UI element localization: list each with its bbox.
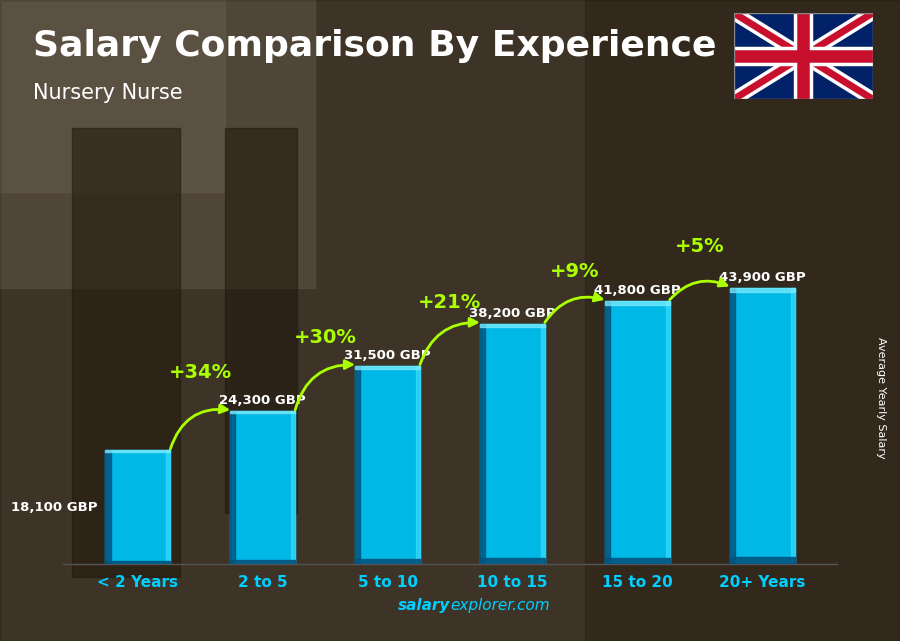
Text: Salary Comparison By Experience: Salary Comparison By Experience bbox=[33, 29, 716, 63]
Bar bbox=[230, 411, 236, 564]
Bar bbox=[605, 301, 670, 305]
Text: 43,900 GBP: 43,900 GBP bbox=[719, 271, 806, 284]
FancyArrowPatch shape bbox=[544, 294, 602, 322]
Bar bbox=[480, 558, 544, 564]
Text: explorer.com: explorer.com bbox=[450, 598, 550, 613]
Text: +5%: +5% bbox=[675, 237, 724, 256]
Bar bbox=[605, 301, 670, 564]
Text: 24,300 GBP: 24,300 GBP bbox=[220, 394, 306, 408]
Bar bbox=[356, 366, 420, 369]
Bar bbox=[666, 301, 670, 564]
Bar bbox=[791, 288, 795, 564]
Bar bbox=[416, 366, 420, 564]
Bar bbox=[356, 366, 360, 564]
Text: +21%: +21% bbox=[418, 294, 482, 312]
Bar bbox=[585, 0, 900, 641]
Bar bbox=[730, 557, 795, 564]
Text: 41,800 GBP: 41,800 GBP bbox=[594, 284, 680, 297]
Bar bbox=[730, 288, 795, 564]
Text: Average Yearly Salary: Average Yearly Salary bbox=[877, 337, 886, 458]
Bar bbox=[105, 450, 170, 452]
Bar bbox=[605, 558, 670, 564]
Bar bbox=[730, 288, 734, 564]
Text: +34%: +34% bbox=[169, 363, 232, 381]
Text: 38,200 GBP: 38,200 GBP bbox=[469, 307, 555, 320]
Text: +9%: +9% bbox=[550, 262, 599, 281]
Text: 18,100 GBP: 18,100 GBP bbox=[12, 501, 98, 513]
Text: 31,500 GBP: 31,500 GBP bbox=[345, 349, 431, 362]
Text: +30%: +30% bbox=[293, 328, 356, 347]
Bar bbox=[292, 411, 295, 564]
Bar bbox=[0, 0, 225, 192]
Text: salary: salary bbox=[398, 598, 450, 613]
FancyArrowPatch shape bbox=[670, 279, 727, 300]
Bar bbox=[0, 0, 315, 288]
Bar bbox=[605, 301, 610, 564]
Bar bbox=[480, 324, 544, 328]
Bar bbox=[356, 559, 420, 564]
Bar bbox=[730, 288, 795, 292]
Bar bbox=[230, 411, 295, 413]
Bar bbox=[541, 324, 544, 564]
Bar bbox=[105, 450, 111, 564]
FancyArrowPatch shape bbox=[295, 361, 352, 410]
Bar bbox=[480, 324, 544, 564]
Bar bbox=[225, 128, 297, 513]
Bar bbox=[105, 450, 170, 564]
Bar bbox=[105, 562, 170, 564]
Bar bbox=[480, 324, 485, 564]
Bar bbox=[166, 450, 170, 564]
FancyArrowPatch shape bbox=[170, 405, 227, 449]
Bar bbox=[72, 128, 180, 577]
Bar bbox=[230, 411, 295, 564]
Text: Nursery Nurse: Nursery Nurse bbox=[33, 83, 183, 103]
Bar bbox=[230, 560, 295, 564]
FancyArrowPatch shape bbox=[420, 319, 477, 365]
Bar bbox=[356, 366, 420, 564]
